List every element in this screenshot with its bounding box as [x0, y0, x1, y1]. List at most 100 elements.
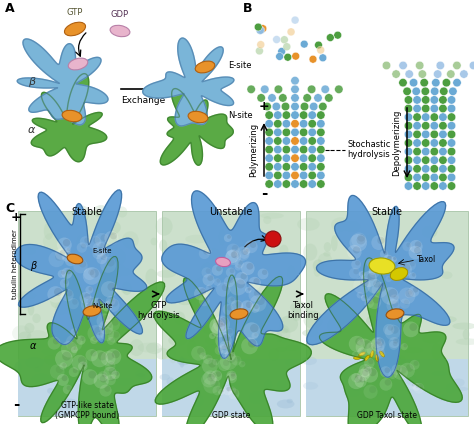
Circle shape [421, 156, 430, 165]
Ellipse shape [280, 245, 289, 256]
Circle shape [276, 53, 283, 60]
Circle shape [385, 324, 400, 340]
Circle shape [103, 367, 117, 380]
Ellipse shape [95, 320, 106, 328]
Circle shape [236, 279, 245, 288]
Circle shape [317, 180, 325, 188]
Ellipse shape [261, 232, 281, 239]
Circle shape [420, 78, 428, 87]
Ellipse shape [169, 349, 177, 363]
Circle shape [300, 171, 308, 180]
Circle shape [201, 372, 216, 388]
Ellipse shape [59, 260, 74, 273]
Circle shape [439, 122, 447, 130]
Circle shape [107, 337, 115, 345]
Polygon shape [307, 195, 454, 377]
Circle shape [219, 352, 237, 370]
Ellipse shape [285, 344, 300, 351]
Circle shape [199, 296, 210, 306]
Circle shape [409, 272, 416, 280]
Circle shape [421, 87, 429, 95]
Circle shape [61, 341, 78, 357]
Circle shape [92, 248, 103, 259]
Circle shape [67, 248, 70, 251]
Circle shape [236, 272, 248, 285]
Circle shape [421, 113, 430, 121]
Circle shape [236, 246, 250, 261]
Circle shape [409, 246, 422, 259]
Bar [162, 211, 300, 416]
Text: E-site: E-site [228, 61, 252, 70]
Circle shape [84, 237, 90, 243]
Text: -: - [261, 186, 267, 201]
Circle shape [112, 350, 119, 358]
Circle shape [254, 290, 261, 296]
Circle shape [315, 41, 322, 49]
Ellipse shape [146, 269, 157, 285]
Circle shape [100, 234, 108, 242]
Circle shape [355, 375, 367, 388]
Circle shape [430, 113, 438, 121]
Circle shape [439, 104, 447, 113]
Circle shape [380, 366, 391, 377]
Circle shape [308, 162, 317, 171]
Circle shape [404, 122, 413, 130]
Text: -: - [13, 397, 19, 412]
Circle shape [210, 317, 228, 334]
Circle shape [300, 111, 308, 119]
Circle shape [366, 340, 384, 358]
Circle shape [250, 295, 266, 312]
Circle shape [229, 278, 247, 296]
Circle shape [291, 16, 299, 24]
Ellipse shape [187, 340, 197, 358]
Circle shape [449, 87, 457, 95]
Circle shape [108, 330, 120, 343]
Circle shape [100, 327, 114, 341]
Ellipse shape [44, 222, 54, 240]
Circle shape [386, 299, 400, 312]
Circle shape [359, 377, 365, 382]
Circle shape [73, 368, 78, 373]
Circle shape [291, 76, 299, 85]
Circle shape [381, 287, 399, 305]
Circle shape [439, 165, 447, 173]
Circle shape [436, 61, 445, 70]
Circle shape [397, 262, 412, 277]
Ellipse shape [261, 239, 275, 247]
Ellipse shape [382, 271, 401, 287]
Circle shape [325, 94, 333, 102]
Circle shape [400, 298, 410, 309]
Circle shape [222, 345, 227, 350]
Circle shape [421, 173, 430, 181]
Circle shape [413, 148, 421, 156]
Circle shape [384, 379, 391, 385]
Ellipse shape [302, 329, 319, 337]
Text: Stable: Stable [372, 207, 402, 217]
Circle shape [207, 275, 213, 281]
Circle shape [393, 295, 398, 300]
Circle shape [385, 276, 392, 282]
Circle shape [212, 386, 222, 396]
Ellipse shape [106, 248, 126, 266]
Ellipse shape [446, 383, 456, 394]
Circle shape [347, 245, 362, 259]
Ellipse shape [25, 357, 44, 368]
Polygon shape [143, 38, 234, 126]
Circle shape [401, 343, 408, 350]
Circle shape [228, 343, 231, 347]
Circle shape [231, 374, 236, 379]
Ellipse shape [137, 343, 159, 352]
Circle shape [265, 137, 273, 145]
Circle shape [359, 293, 363, 296]
Circle shape [66, 252, 72, 257]
Circle shape [368, 267, 380, 278]
Text: A: A [5, 2, 15, 15]
Text: Stable: Stable [72, 207, 102, 217]
Ellipse shape [32, 314, 41, 323]
Ellipse shape [276, 332, 283, 342]
Circle shape [371, 337, 385, 352]
Ellipse shape [456, 338, 474, 345]
Circle shape [303, 94, 311, 102]
Ellipse shape [205, 336, 221, 345]
Ellipse shape [47, 388, 54, 394]
